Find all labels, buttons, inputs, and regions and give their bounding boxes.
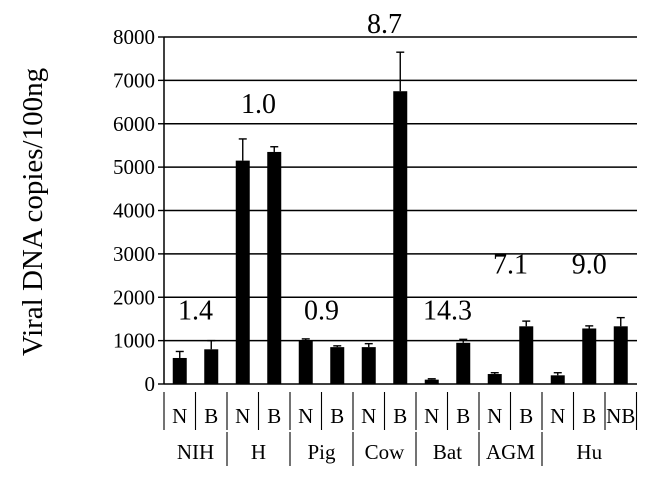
x-group-label: Hu bbox=[576, 440, 602, 464]
y-tick-label: 3000 bbox=[113, 242, 155, 266]
x-category-label: B bbox=[519, 404, 533, 428]
x-category-label: N bbox=[424, 404, 439, 428]
y-tick-label: 6000 bbox=[113, 112, 155, 136]
bar bbox=[519, 326, 534, 384]
x-category-label: B bbox=[582, 404, 596, 428]
x-group-label: NIH bbox=[177, 440, 214, 464]
bar bbox=[172, 357, 187, 384]
annotation-label: 9.0 bbox=[572, 250, 607, 281]
annotations: 1.4 1.0 0.9 8.7 14.3 7.1 9.0 bbox=[178, 9, 607, 326]
x-category-label: N bbox=[550, 404, 565, 428]
y-tick-label: 7000 bbox=[113, 68, 155, 92]
x-category-label: N bbox=[361, 404, 376, 428]
bar bbox=[393, 91, 408, 384]
annotation-label: 8.7 bbox=[367, 9, 402, 40]
x-category-label: N bbox=[235, 404, 250, 428]
x-group-label: Cow bbox=[365, 440, 406, 464]
x-category-label: N bbox=[298, 404, 313, 428]
y-tick-label: 8000 bbox=[113, 25, 155, 49]
y-axis-label: Viral DNA copies/100ng bbox=[17, 68, 49, 356]
annotation-label: 14.3 bbox=[423, 295, 472, 326]
y-tick-label: 5000 bbox=[113, 155, 155, 179]
bar bbox=[487, 374, 502, 384]
error-bars bbox=[175, 51, 625, 380]
y-tick-label: 1000 bbox=[113, 329, 155, 353]
y-axis-label-group: Viral DNA copies/100ng bbox=[17, 68, 49, 356]
bar bbox=[456, 342, 471, 384]
bar bbox=[424, 379, 439, 384]
bar bbox=[204, 349, 219, 384]
x-group-label: Pig bbox=[307, 440, 336, 464]
annotation-label: 7.1 bbox=[493, 250, 528, 281]
y-axis-ticks: 0 1000 2000 3000 4000 5000 6000 7000 8000 bbox=[113, 25, 164, 396]
bar bbox=[267, 151, 282, 384]
y-tick-label: 0 bbox=[145, 372, 156, 396]
x-category-label: B bbox=[204, 404, 218, 428]
bars bbox=[172, 91, 628, 384]
y-tick-label: 2000 bbox=[113, 285, 155, 309]
x-group-label: H bbox=[251, 440, 266, 464]
bar bbox=[298, 340, 313, 384]
bar bbox=[550, 375, 565, 384]
annotation-label: 1.0 bbox=[241, 89, 276, 120]
x-category-label: N bbox=[172, 404, 187, 428]
annotation-label: 0.9 bbox=[304, 295, 339, 326]
x-group-label: Bat bbox=[433, 440, 462, 464]
bar bbox=[330, 347, 345, 384]
x-group-label: AGM bbox=[486, 440, 535, 464]
bar bbox=[235, 160, 250, 384]
x-category-label: B bbox=[330, 404, 344, 428]
bar bbox=[582, 328, 597, 384]
x-category-label: NB bbox=[606, 404, 635, 428]
x-category-label: N bbox=[487, 404, 502, 428]
x-category-label: B bbox=[456, 404, 470, 428]
x-category-label: B bbox=[267, 404, 281, 428]
annotation-label: 1.4 bbox=[178, 295, 213, 326]
y-tick-label: 4000 bbox=[113, 199, 155, 223]
bar bbox=[613, 326, 628, 384]
x-category-label: B bbox=[393, 404, 407, 428]
bar bbox=[361, 347, 376, 384]
